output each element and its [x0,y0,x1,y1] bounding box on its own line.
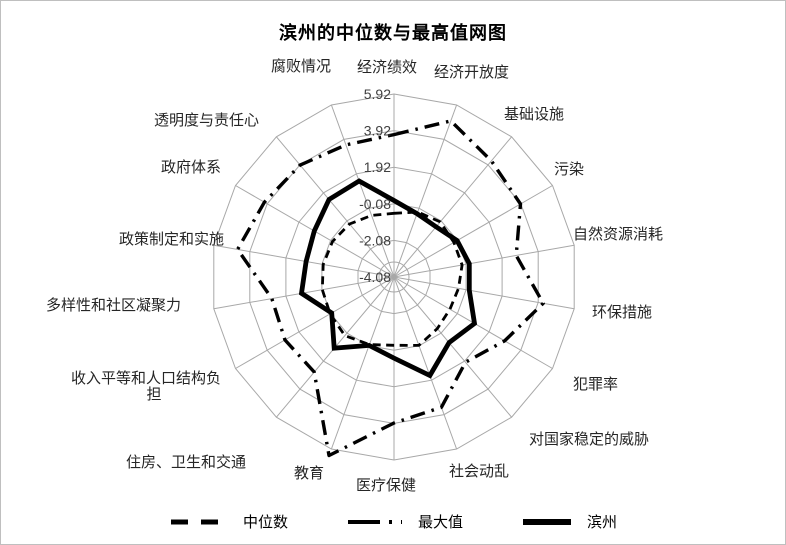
series-max-line [235,119,545,458]
tick-label: -0.08 [359,196,391,212]
axis-spoke [393,104,458,278]
category-label: 社会动乱 [449,463,509,480]
category-label: 经济开放度 [434,64,509,81]
category-label: 基础设施 [504,106,564,123]
series-median-line [320,210,464,347]
legend-item-median: 中位数 [169,511,288,532]
legend-label-median: 中位数 [242,514,288,531]
category-label: 腐败情况 [271,57,331,75]
chart-title: 滨州的中位数与最高值网图 [279,23,507,43]
legend-label-max: 最大值 [417,514,463,531]
axis-spoke [393,276,512,418]
median-line-sample-icon [170,519,227,524]
category-label: 教育 [294,465,324,482]
category-label: 政策制定和实施 [119,231,224,248]
tick-label: 5.92 [364,86,391,102]
axis-spoke [393,276,458,450]
inner-hub-ring [378,261,410,293]
axis-spoke [393,185,553,278]
tick-label: 1.92 [364,159,391,175]
category-label: 多样性和社区凝聚力 [46,297,181,314]
tick-label: -2.08 [359,232,391,248]
axis-spoke [276,136,395,278]
legend-item-max: 最大值 [346,511,463,532]
binzhou-line-sample-icon [523,518,571,525]
axis-spoke [393,244,575,278]
axis-spoke [393,136,512,278]
legend-item-binzhou: 滨州 [521,511,617,532]
category-label: 犯罪率 [573,376,618,393]
axis-spoke [330,104,395,278]
category-label: 污染 [554,161,584,178]
category-label: 经济绩效 [357,59,417,76]
axis-spoke [330,276,395,450]
tick-label: 3.92 [364,123,391,139]
category-label: 对国家稳定的威胁 [529,431,649,448]
chart-legend: 中位数 最大值 滨州 [1,511,785,532]
tick-label: -4.08 [359,269,391,285]
category-label: 住房、卫生和交通 [126,453,246,471]
category-label: 收入平等和人口结构负担 [71,369,221,403]
max-line-sample-icon [347,519,402,524]
category-label: 政府体系 [161,159,221,176]
legend-label-binzhou: 滨州 [587,514,618,531]
category-label: 医疗保健 [356,477,416,494]
category-label: 透明度与责任心 [154,112,259,129]
category-label: 自然资源消耗 [573,226,663,243]
series-binzhou-line [298,178,478,379]
axis-spoke [235,276,395,369]
category-label: 环保措施 [592,304,652,321]
